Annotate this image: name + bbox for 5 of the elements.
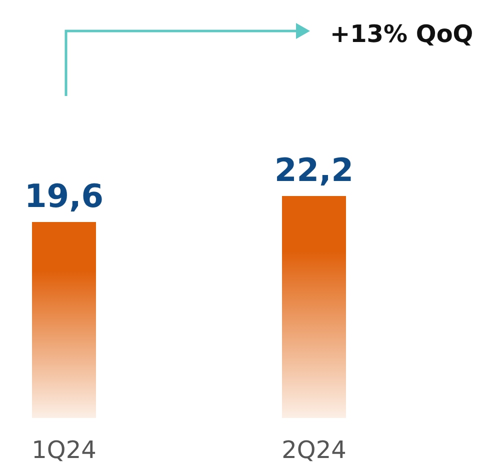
data-label: 22,2 [274, 151, 354, 189]
x-tick-label: 1Q24 [32, 436, 96, 464]
x-tick-label: 2Q24 [282, 436, 346, 464]
text: +13% QoQ [330, 20, 474, 48]
data-label: 19,6 [24, 177, 104, 215]
